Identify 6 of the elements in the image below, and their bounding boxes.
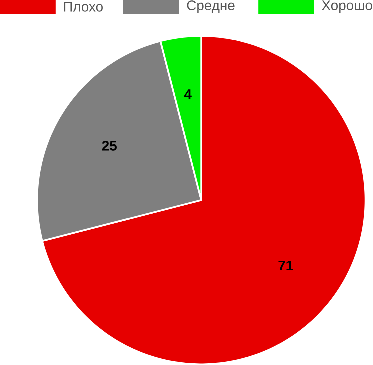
legend-label: Хорошо	[322, 0, 372, 13]
data-label: 4	[184, 89, 192, 99]
data-label: 25	[102, 140, 117, 151]
legend-label: Средне	[187, 0, 235, 14]
legend-label: Плохо	[64, 2, 103, 12]
data-label: 71	[278, 260, 294, 270]
